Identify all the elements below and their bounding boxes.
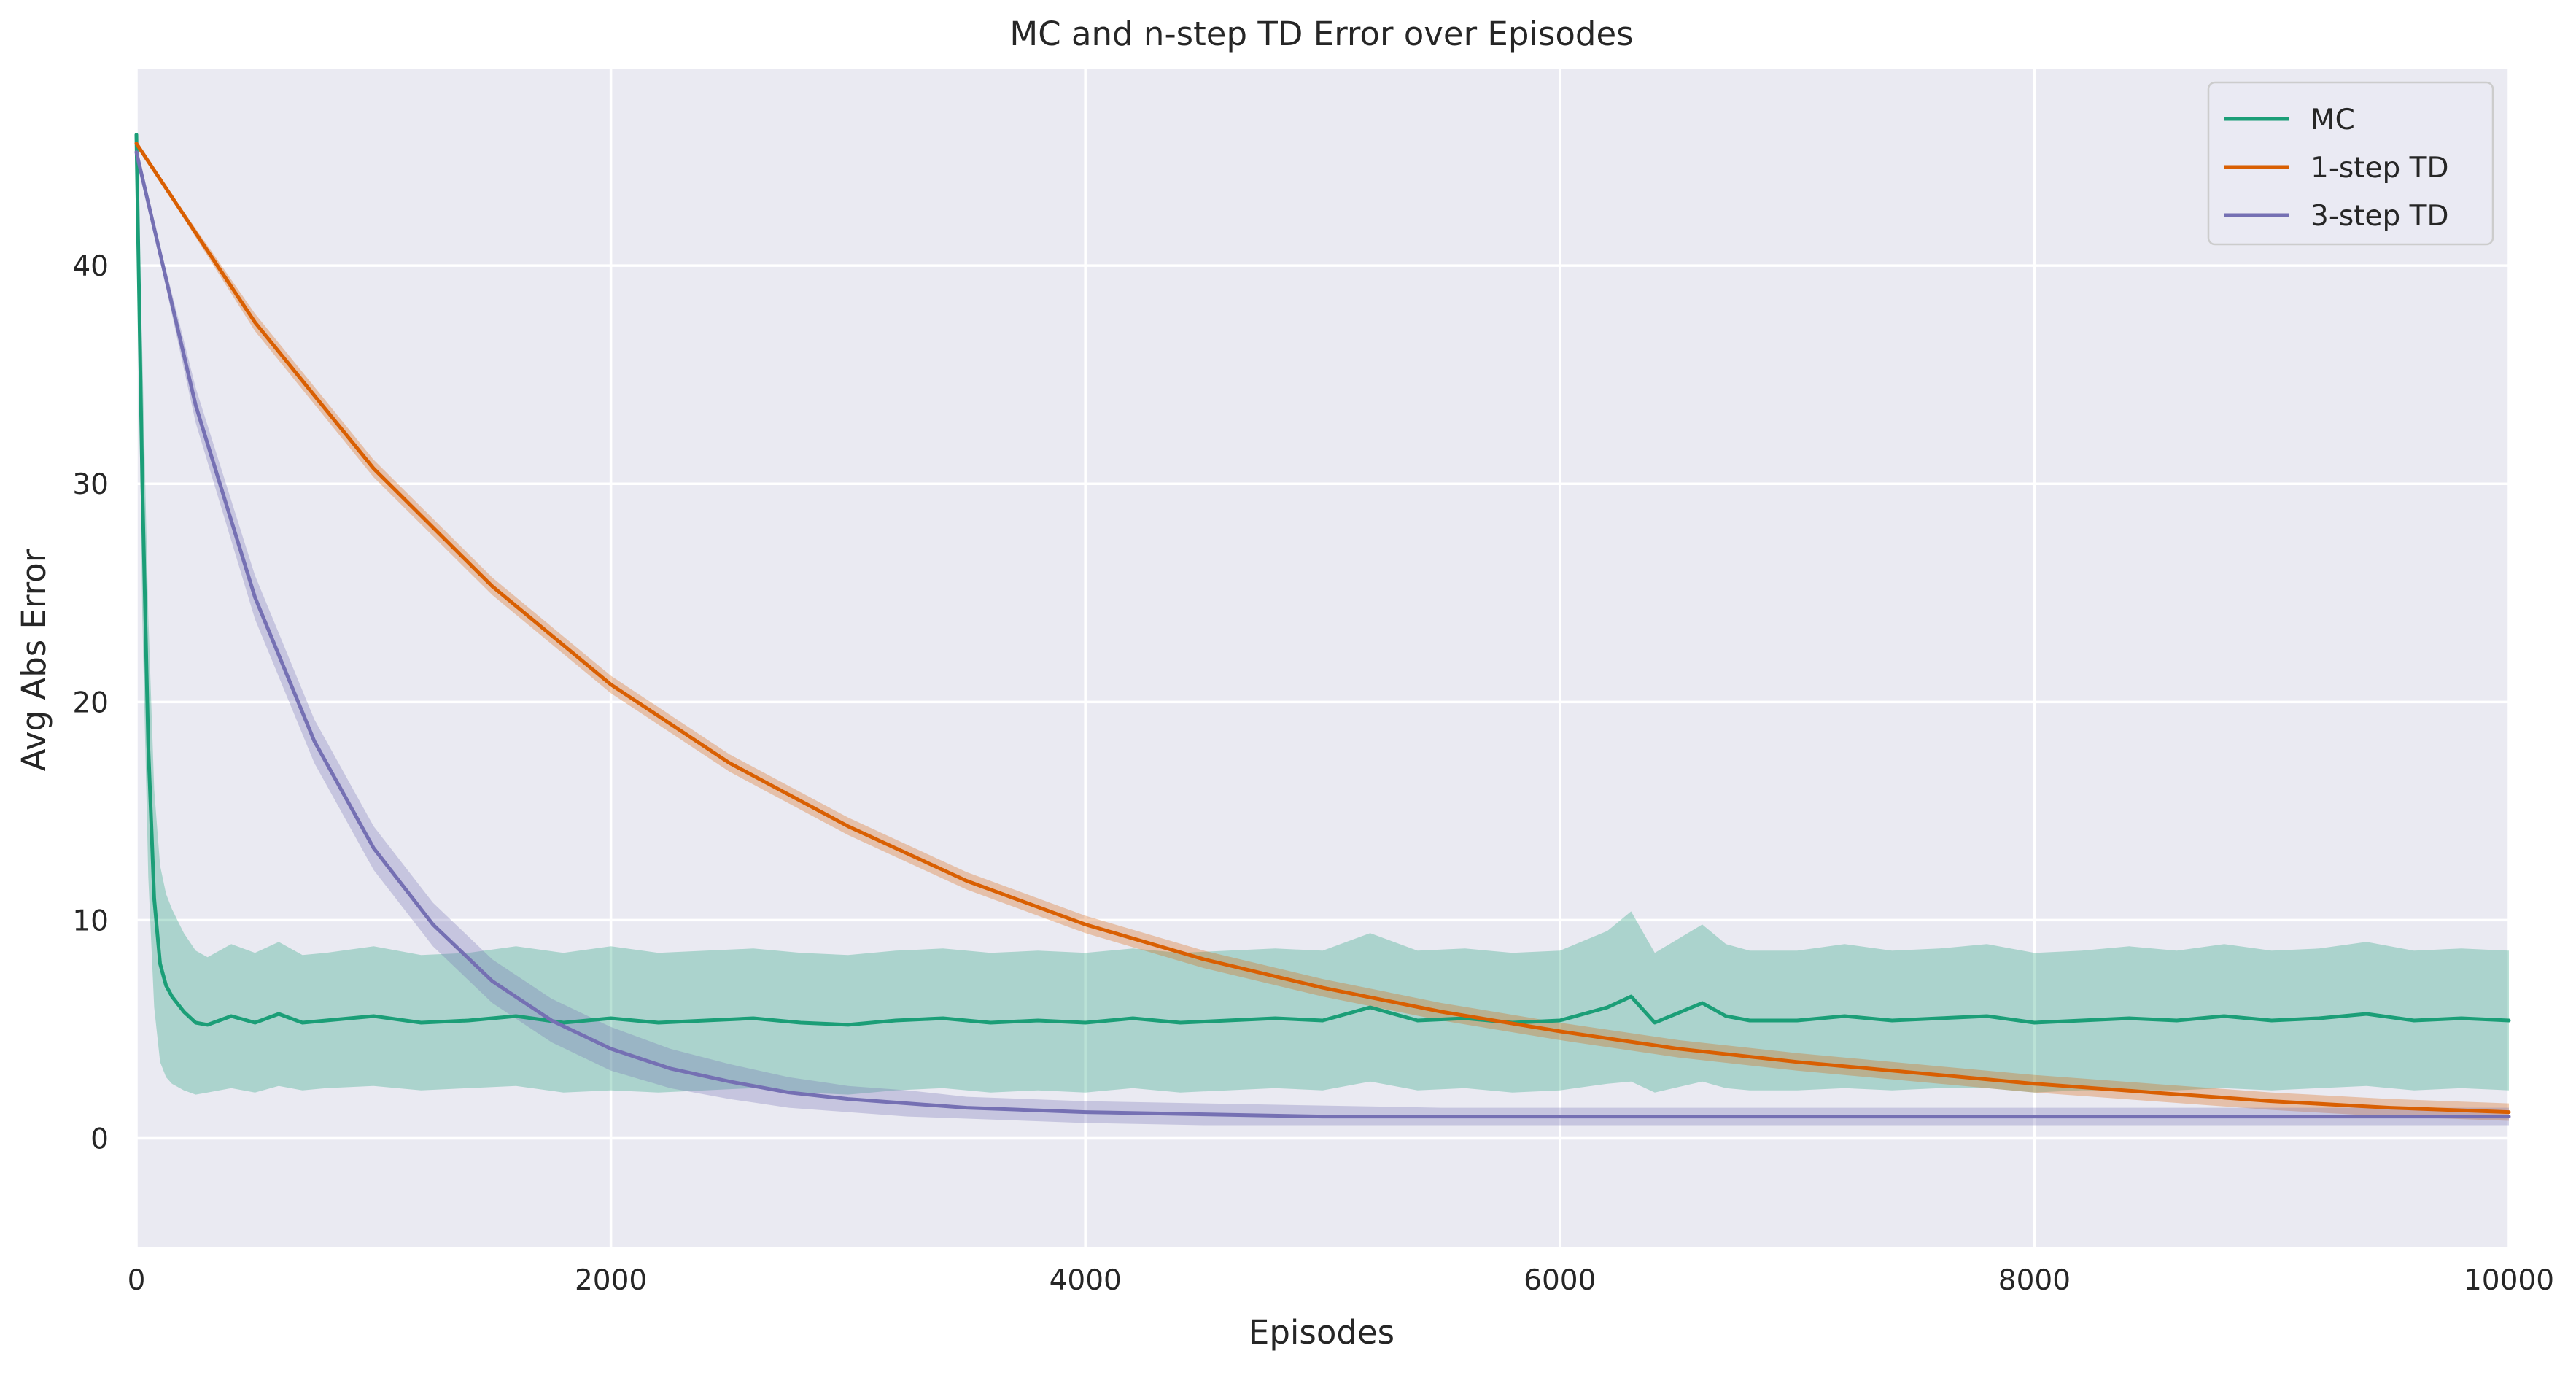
legend-label: 3-step TD [2311, 200, 2449, 233]
mc-confidence-band [136, 134, 2509, 1095]
x-axis-label: Episodes [1249, 1313, 1394, 1352]
tick-labels: 0 2000 4000 6000 8000 10000 0 10 20 30 40 [72, 250, 2554, 1297]
x-tick-label: 10000 [2464, 1264, 2554, 1297]
x-tick-label: 4000 [1050, 1264, 1122, 1297]
y-tick-label: 40 [72, 250, 109, 283]
y-tick-label: 30 [72, 468, 109, 501]
y-tick-label: 10 [72, 905, 109, 937]
y-tick-label: 20 [72, 686, 109, 719]
x-tick-label: 2000 [575, 1264, 647, 1297]
x-tick-label: 6000 [1524, 1264, 1596, 1297]
grid [135, 69, 2510, 1247]
legend-label: MC [2311, 104, 2355, 136]
y-axis-label: Avg Abs Error [15, 549, 53, 771]
x-tick-label: 8000 [1998, 1264, 2071, 1297]
chart-title: MC and n-step TD Error over Episodes [1009, 15, 1633, 53]
series-lines [134, 133, 2511, 1119]
legend-box [2207, 81, 2494, 246]
1-step-td-series-line [134, 142, 2511, 1115]
legend: MC 1-step TD 3-step TD [2207, 81, 2494, 246]
3-step-td-series-line [134, 150, 2511, 1119]
y-tick-label: 0 [90, 1123, 109, 1155]
confidence-bands [136, 134, 2509, 1126]
legend-label: 1-step TD [2311, 152, 2449, 185]
mc-series-line [134, 133, 2511, 1027]
x-tick-label: 0 [128, 1264, 146, 1297]
